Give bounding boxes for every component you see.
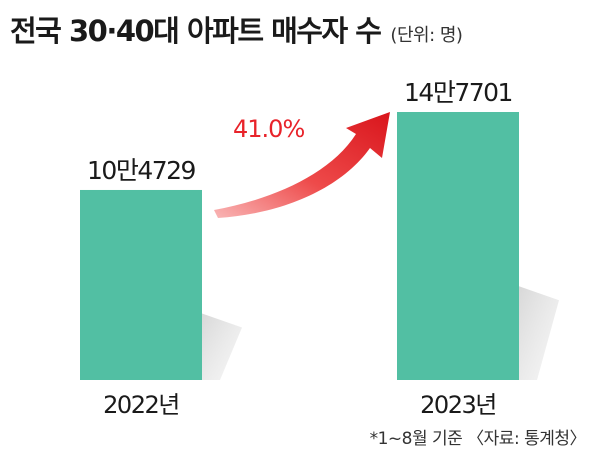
footnote: *1~8월 기준 〈자료: 통계청〉 xyxy=(369,429,587,449)
bar-shadow xyxy=(202,313,242,380)
unit-label: (단위: 명) xyxy=(390,25,463,46)
title-row: 전국 30·40대 아파트 매수자 수 (단위: 명) xyxy=(10,8,463,50)
bar-2 xyxy=(397,112,519,380)
chart-title: 전국 30·40대 아파트 매수자 수 xyxy=(10,14,382,48)
category-label-2: 2023년 xyxy=(420,391,496,419)
bar-shadow xyxy=(519,286,559,380)
growth-arrow xyxy=(214,112,390,218)
value-label-2: 14만7701 xyxy=(404,78,512,107)
value-label-1: 10만4729 xyxy=(87,156,196,185)
category-label-1: 2022년 xyxy=(103,391,179,419)
bar-1 xyxy=(80,189,202,380)
growth-label: 41.0% xyxy=(233,115,304,143)
